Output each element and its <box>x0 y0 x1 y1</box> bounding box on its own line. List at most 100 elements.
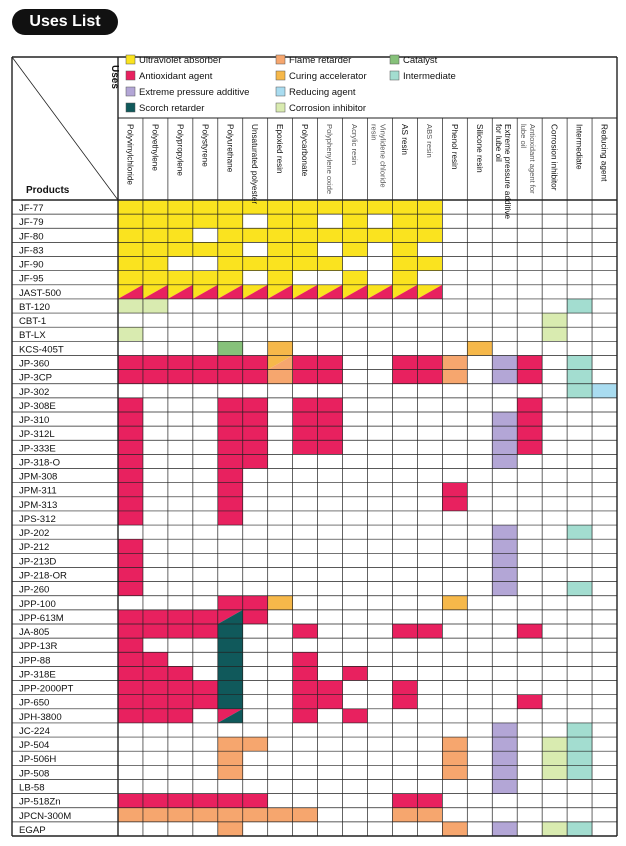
cell-mark <box>217 355 243 370</box>
legend-swatch <box>125 86 136 97</box>
cell-mark <box>118 708 143 723</box>
cell-mark-upper <box>267 355 293 370</box>
cell-mark <box>142 214 168 229</box>
cell-mark <box>142 708 168 723</box>
legend-label: Ultraviolet absorber <box>139 55 221 66</box>
cell-mark <box>217 482 243 497</box>
cell-mark <box>392 694 418 709</box>
legend-swatch <box>275 86 286 97</box>
cell-mark <box>167 228 193 243</box>
product-label: JF-95 <box>19 274 44 285</box>
cell-mark <box>567 355 593 370</box>
cell-mark <box>517 412 543 427</box>
product-label: JPM-308 <box>19 472 57 483</box>
cell-mark <box>292 680 318 695</box>
cell-mark <box>118 482 143 497</box>
cell-mark <box>217 426 243 441</box>
product-label: JF-79 <box>19 217 44 228</box>
cell-mark-upper <box>292 284 318 299</box>
cell-mark <box>567 383 593 398</box>
product-label: JF-90 <box>19 260 44 271</box>
cell-mark <box>417 256 443 271</box>
product-label: JPS-312 <box>19 514 56 525</box>
cell-mark <box>492 539 518 554</box>
cell-mark-upper <box>392 284 418 299</box>
cell-mark <box>492 553 518 568</box>
cell-mark <box>517 426 543 441</box>
cell-mark-lower <box>392 284 418 299</box>
cell-mark <box>367 228 393 243</box>
cell-mark <box>467 341 493 356</box>
cell-mark <box>167 242 193 257</box>
product-label: JF-83 <box>19 245 44 256</box>
cell-mark <box>417 369 443 384</box>
cell-mark <box>217 454 243 469</box>
product-label: EGAP <box>19 825 46 836</box>
cell-mark <box>167 214 193 229</box>
cell-mark <box>492 751 518 766</box>
product-label: JP-302 <box>19 387 49 398</box>
cells-layer <box>118 200 617 836</box>
cell-mark <box>492 779 518 794</box>
cell-mark <box>118 355 143 370</box>
cell-mark <box>242 807 268 822</box>
column-label: Phenol resin <box>450 124 459 170</box>
cell-mark <box>217 807 243 822</box>
cell-mark <box>118 200 143 215</box>
cell-mark <box>367 200 393 215</box>
cell-mark <box>217 397 243 412</box>
cell-mark <box>492 722 518 738</box>
cell-mark <box>192 807 218 822</box>
cell-mark <box>567 722 593 738</box>
cell-mark <box>292 694 318 709</box>
cell-mark <box>317 694 343 709</box>
cell-mark <box>567 821 593 836</box>
cell-mark <box>192 369 218 384</box>
product-label: JP-508 <box>19 768 49 779</box>
product-label: JP-3CP <box>19 373 52 384</box>
cell-mark <box>192 355 218 370</box>
product-label: JPP-13R <box>19 641 57 652</box>
cell-mark-lower <box>367 284 393 299</box>
cell-mark <box>417 807 443 822</box>
product-label: JP-518Zn <box>19 797 61 808</box>
legend-label: Flame retarder <box>289 55 351 66</box>
cell-mark <box>217 666 243 681</box>
cell-mark <box>142 200 168 215</box>
cell-mark-upper <box>167 284 193 299</box>
cell-mark-lower <box>417 284 443 299</box>
cell-mark <box>118 454 143 469</box>
product-label: JC-224 <box>19 726 51 737</box>
cell-mark <box>492 426 518 441</box>
cell-mark <box>442 765 468 780</box>
cell-mark <box>118 468 143 483</box>
cell-mark <box>392 200 418 215</box>
cell-mark <box>392 355 418 370</box>
cell-mark <box>492 369 518 384</box>
uses-header-label: Uses <box>109 65 120 89</box>
cell-mark <box>442 737 468 752</box>
product-label: JP-218-OR <box>19 570 67 581</box>
cell-mark-lower <box>217 708 243 723</box>
cell-mark <box>217 751 243 766</box>
cell-mark <box>242 412 268 427</box>
cell-mark <box>392 793 418 808</box>
cell-mark <box>267 341 293 356</box>
column-label: Silicone resin <box>475 124 484 173</box>
legend-label: Reducing agent <box>289 87 356 98</box>
product-label: JPP-2000PT <box>19 684 74 695</box>
cell-mark <box>167 666 193 681</box>
cell-mark <box>567 298 593 314</box>
column-label: Epoxied resin <box>275 124 284 174</box>
cell-mark <box>342 214 368 229</box>
cell-mark <box>167 624 193 639</box>
cell-mark <box>142 228 168 243</box>
cell-mark-lower <box>217 609 243 624</box>
product-label: JPM-311 <box>19 486 57 497</box>
cell-mark <box>267 595 293 610</box>
column-label: Reducing agent <box>600 124 609 182</box>
cell-mark <box>242 440 268 455</box>
cell-mark <box>242 228 268 243</box>
column-label: Polycarbonate <box>300 124 309 177</box>
